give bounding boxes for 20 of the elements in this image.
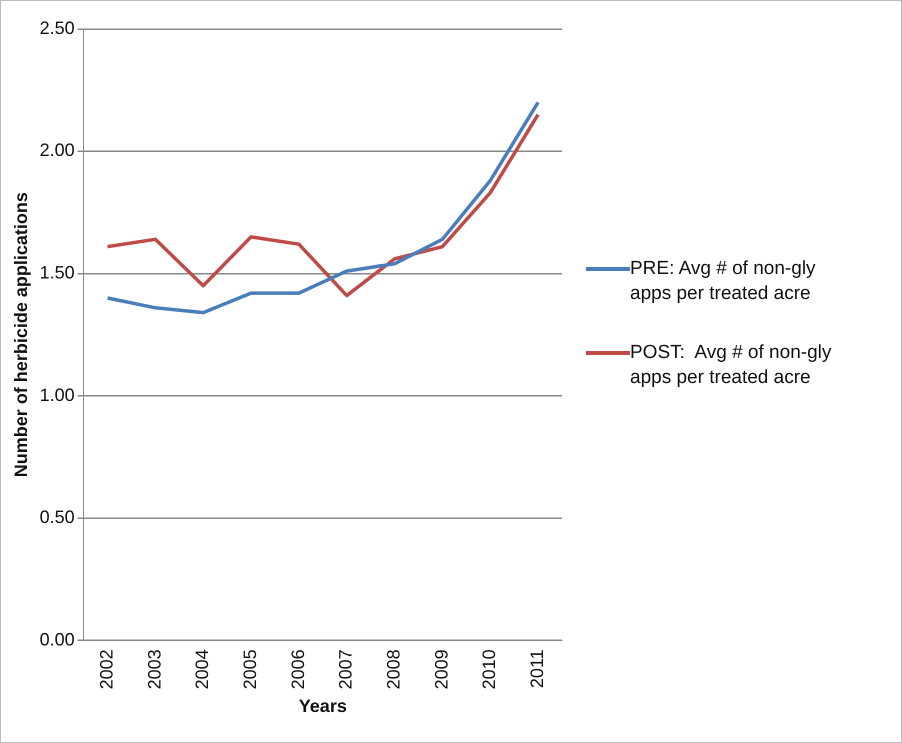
x-tick-label: 2011 [527,649,548,688]
x-tick-label: 2008 [384,649,404,690]
y-tick-label: 2.50 [40,18,75,38]
y-tick-label: 1.00 [40,384,75,405]
x-tick-label: 2002 [96,649,117,690]
y-tick-label: 2.00 [40,140,75,160]
y-tick-label: 1.50 [40,262,75,283]
x-axis-title: Years [298,696,347,716]
y-tick-label: 0.00 [40,629,75,650]
x-tick-label: 2010 [479,649,500,690]
x-tick-label: 2005 [240,649,260,690]
y-tick-label: 0.50 [40,507,75,528]
x-tick-label: 2006 [288,649,308,690]
legend-label: PRE: Avg # of non-gly apps per treated acre [630,257,817,306]
x-tick-label: 2009 [431,649,452,690]
x-tick-label: 2003 [144,649,164,690]
x-tick-label: 2007 [336,649,356,690]
x-tick-label: 2004 [192,649,212,690]
legend-label: POST: Avg # of non-gly apps per treated acre [630,341,832,390]
y-axis-title: Number of herbicide applications [10,192,31,478]
